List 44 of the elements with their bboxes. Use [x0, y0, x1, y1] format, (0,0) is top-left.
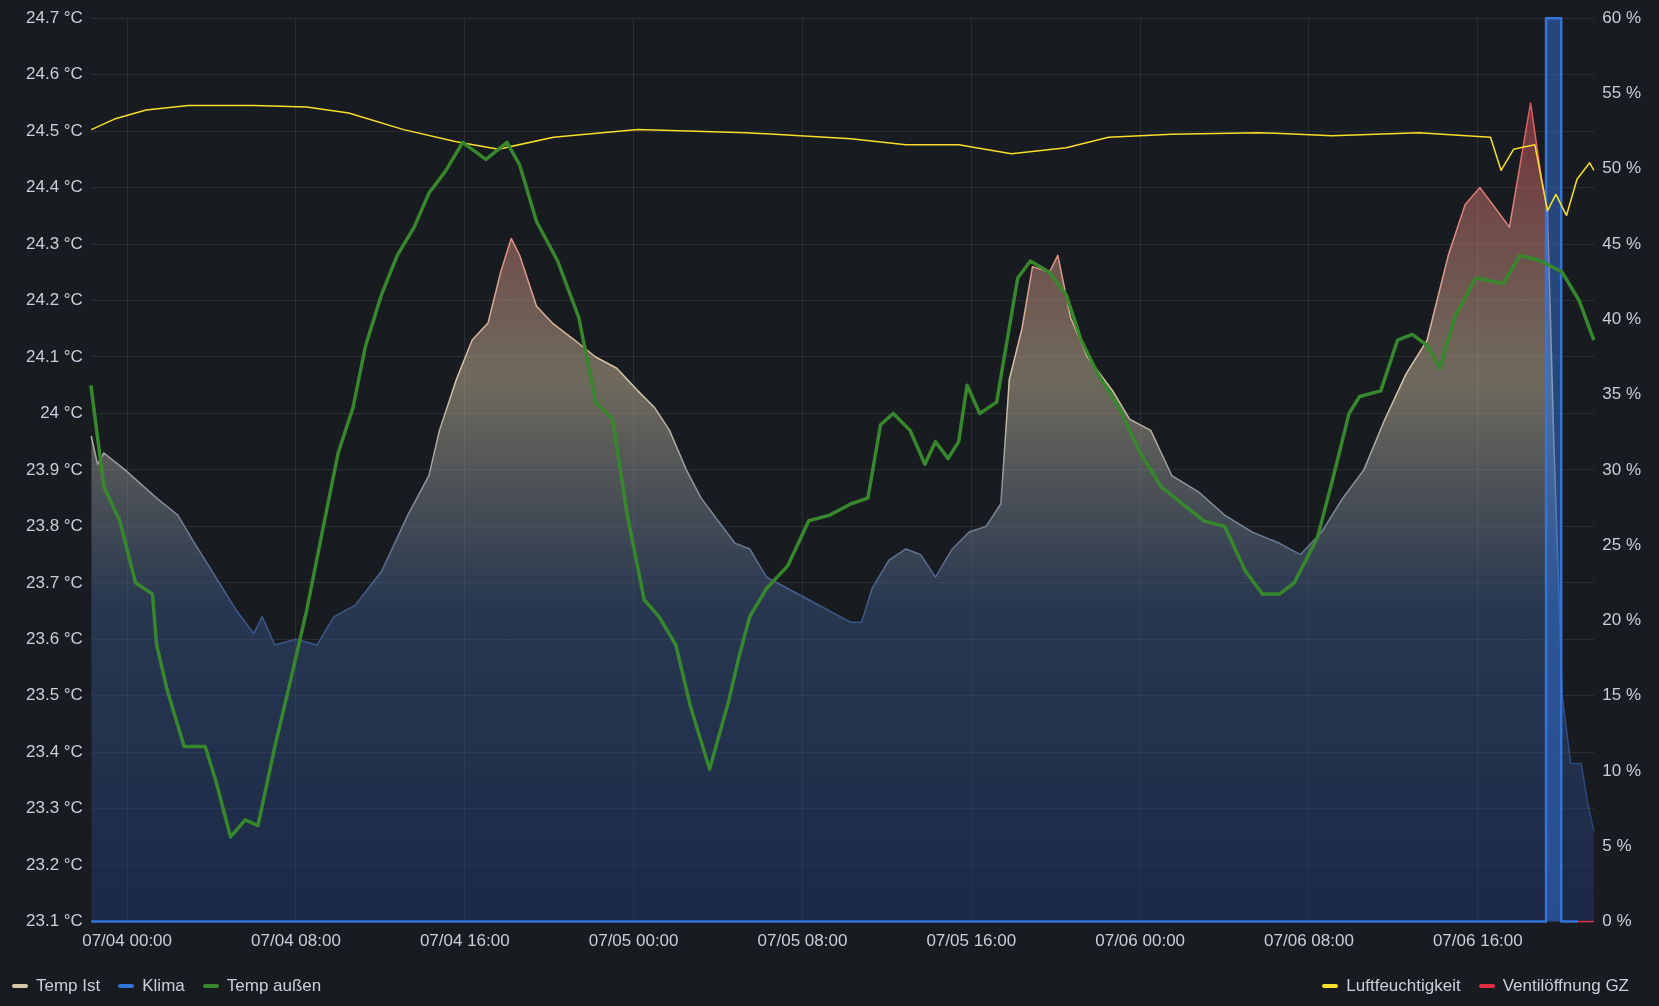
y-tick-label: 24.1 °C — [25, 346, 83, 366]
x-tick-label: 07/05 00:00 — [588, 931, 679, 951]
y2-tick-label: 40 % — [1602, 309, 1641, 329]
legend-label: Ventilöffnung GZ — [1502, 976, 1629, 996]
y2-tick-label: 50 % — [1602, 158, 1641, 178]
y-tick-label: 24.5 °C — [25, 120, 83, 140]
y-tick-label: 23.4 °C — [25, 741, 83, 761]
legend-label: Klima — [142, 976, 185, 996]
y2-tick-label: 45 % — [1602, 233, 1641, 253]
y2-tick-label: 55 % — [1602, 83, 1641, 103]
y-tick-label: 23.6 °C — [25, 628, 83, 648]
legend-label: Temp Ist — [36, 976, 101, 996]
y-tick-label: 23.1 °C — [25, 911, 83, 931]
y-tick-label: 23.8 °C — [25, 516, 83, 536]
y2-tick-label: 10 % — [1602, 760, 1641, 780]
x-tick-label: 07/04 00:00 — [82, 931, 173, 951]
x-tick-label: 07/06 00:00 — [1095, 931, 1186, 951]
x-tick-label: 07/06 16:00 — [1432, 931, 1523, 951]
x-tick-label: 07/06 08:00 — [1264, 931, 1354, 951]
y-tick-label: 24.6 °C — [25, 64, 83, 84]
y2-tick-label: 30 % — [1602, 459, 1641, 479]
y-tick-label: 24.3 °C — [25, 233, 83, 253]
y-tick-label: 23.7 °C — [25, 572, 83, 592]
x-tick-label: 07/05 16:00 — [926, 931, 1017, 951]
y2-tick-label: 20 % — [1602, 610, 1641, 630]
y-tick-label: 23.5 °C — [25, 685, 83, 705]
y-tick-label: 23.9 °C — [25, 459, 83, 479]
legend-label: Temp außen — [226, 976, 322, 996]
x-tick-label: 07/04 08:00 — [251, 931, 341, 951]
y2-tick-label: 15 % — [1602, 685, 1641, 705]
y-tick-label: 23.2 °C — [25, 854, 83, 874]
y-tick-label: 24.2 °C — [25, 290, 83, 310]
y2-tick-label: 5 % — [1602, 836, 1632, 855]
y2-tick-label: 35 % — [1602, 384, 1641, 404]
y-tick-label: 24 °C — [40, 403, 83, 423]
y-tick-label: 23.3 °C — [25, 798, 83, 818]
y2-tick-label: 25 % — [1602, 534, 1641, 554]
y-tick-label: 24.4 °C — [25, 177, 83, 197]
y2-tick-label: 0 % — [1602, 911, 1632, 931]
y2-tick-label: 60 % — [1602, 7, 1641, 27]
x-tick-label: 07/04 16:00 — [419, 931, 510, 951]
y-tick-label: 24.7 °C — [25, 7, 83, 27]
legend-label: Luftfeuchtigkeit — [1346, 976, 1461, 996]
x-tick-label: 07/05 08:00 — [757, 931, 848, 951]
